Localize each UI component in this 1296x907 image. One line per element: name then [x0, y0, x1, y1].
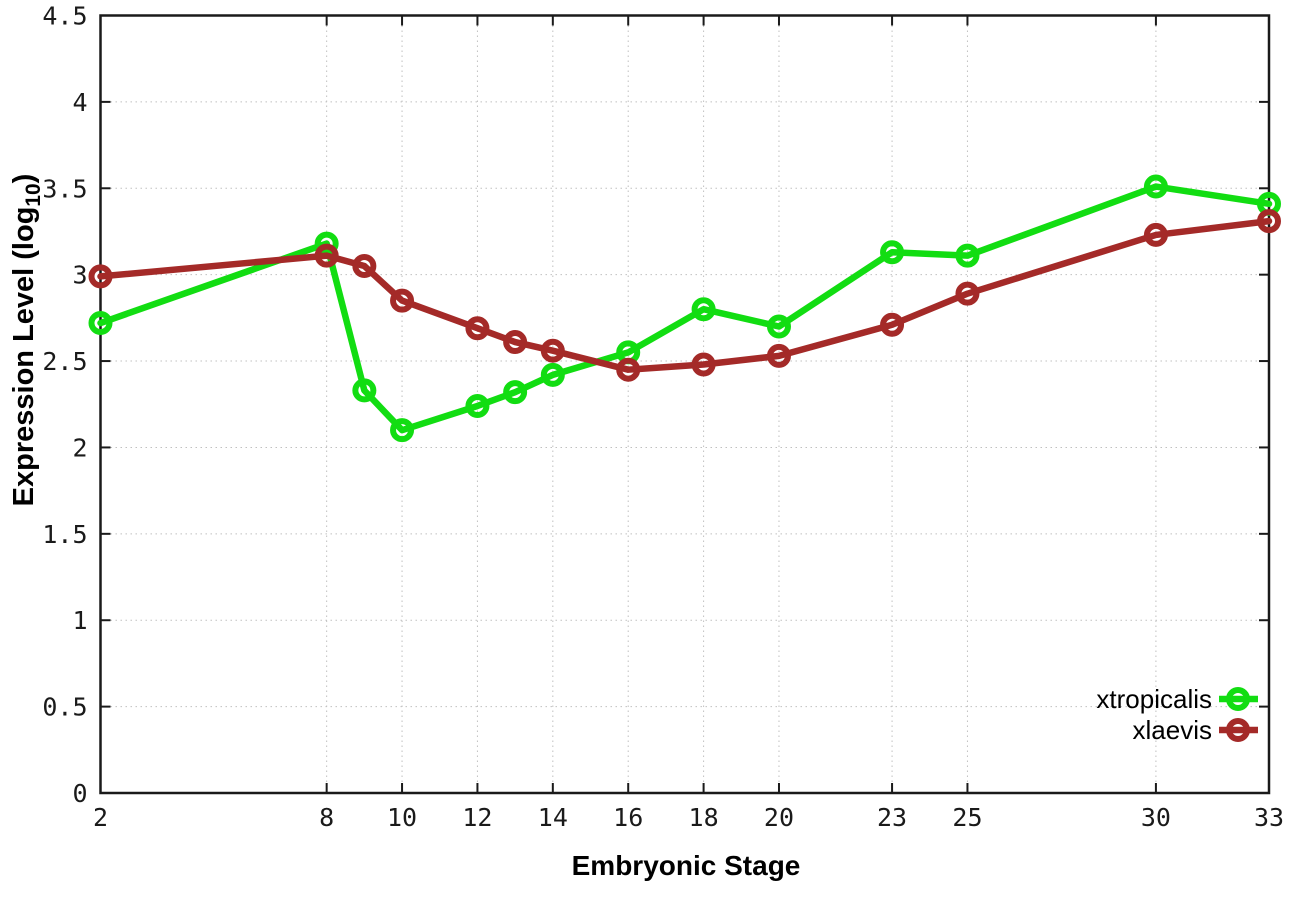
data-point-xtropicalis — [766, 314, 791, 339]
x-tick-label: 33 — [1254, 803, 1284, 832]
data-point-xlaevis — [88, 264, 113, 289]
x-tick-label: 12 — [462, 803, 492, 832]
x-tick-label: 23 — [877, 803, 907, 832]
data-point-xtropicalis — [540, 362, 565, 387]
x-tick-label: 16 — [613, 803, 643, 832]
data-point-xtropicalis — [503, 380, 528, 405]
data-point-xlaevis — [465, 316, 490, 341]
data-point-xtropicalis — [88, 311, 113, 336]
data-point-xlaevis — [691, 352, 716, 377]
data-point-xtropicalis — [352, 378, 377, 403]
y-tick-label: 4 — [72, 88, 87, 117]
y-tick-label: 2 — [72, 433, 87, 462]
data-point-xtropicalis — [465, 393, 490, 418]
data-point-xlaevis — [880, 312, 905, 337]
x-tick-label: 18 — [689, 803, 719, 832]
data-point-xtropicalis — [955, 243, 980, 268]
y-tick-label: 3 — [72, 261, 87, 290]
legend-label-xtropicalis: xtropicalis — [1096, 684, 1212, 714]
x-tick-label: 8 — [319, 803, 334, 832]
x-axis-title: Embryonic Stage — [571, 850, 801, 881]
y-axis-title-suffix: ) — [8, 173, 41, 184]
data-point-xtropicalis — [390, 418, 415, 443]
data-point-xlaevis — [1143, 222, 1168, 247]
data-point-xlaevis — [540, 338, 565, 363]
data-point-xtropicalis — [880, 240, 905, 265]
legend-label-xlaevis: xlaevis — [1133, 715, 1212, 745]
data-point-xlaevis — [390, 288, 415, 313]
y-tick-label: 0.5 — [42, 693, 87, 722]
data-point-xtropicalis — [691, 297, 716, 322]
data-point-xlaevis — [955, 281, 980, 306]
y-tick-label: 4.5 — [42, 2, 87, 31]
y-tick-label: 2.5 — [42, 347, 87, 376]
data-point-xtropicalis — [1143, 174, 1168, 199]
x-tick-label: 14 — [538, 803, 568, 832]
legend-marker-xlaevis — [1226, 718, 1250, 742]
x-tick-label: 30 — [1141, 803, 1171, 832]
y-axis-title-text: Expression Level (log — [8, 206, 41, 507]
y-tick-label: 3.5 — [42, 174, 87, 203]
y-axis-title: Expression Level (log10) — [8, 174, 46, 507]
y-tick-label: 1 — [72, 606, 87, 635]
legend-marker-xtropicalis — [1226, 687, 1250, 711]
x-tick-label: 20 — [764, 803, 794, 832]
y-tick-label: 1.5 — [42, 520, 87, 549]
x-tick-label: 10 — [387, 803, 417, 832]
data-point-xlaevis — [766, 343, 791, 368]
data-point-xlaevis — [314, 243, 339, 268]
y-axis-title-subscript: 10 — [21, 183, 45, 207]
data-point-xlaevis — [616, 357, 641, 382]
data-point-xlaevis — [1257, 209, 1281, 234]
data-point-xlaevis — [503, 330, 528, 355]
plot-border — [99, 14, 1271, 795]
x-tick-label: 25 — [952, 803, 982, 832]
x-tick-label: 2 — [93, 803, 108, 832]
y-tick-label: 0 — [72, 779, 87, 808]
data-point-xlaevis — [352, 254, 377, 279]
